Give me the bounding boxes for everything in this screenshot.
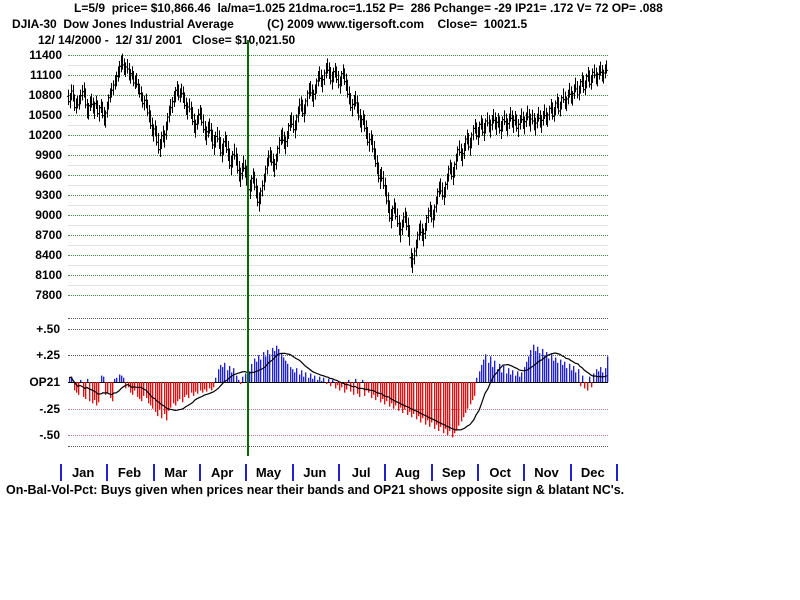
op21-zero-label: OP21: [29, 375, 60, 389]
price-gridline-minor: [68, 145, 608, 146]
price-gridline-minor: [68, 245, 608, 246]
price-gridline: [68, 235, 608, 236]
price-axis-tick-label: 10800: [28, 88, 62, 102]
month-tick: [523, 464, 526, 481]
price-gridline-minor: [68, 265, 608, 266]
month-label-nov: Nov: [534, 465, 559, 480]
op21-axis-tick-label: +.25: [36, 348, 60, 363]
price-gridline-minor: [68, 185, 608, 186]
header-stats-line: L=5/9 price= $10,866.46 la/ma=1.025 21dm…: [74, 1, 663, 15]
op21-gridline: [68, 435, 608, 437]
op21-gridline: [68, 446, 608, 447]
op21-axis-tick-label: -.50: [39, 428, 60, 443]
op21-gridline: [68, 318, 608, 319]
month-axis: Jan Feb Mar Apr May Jun Jul Aug Sep Oct Nov Dec: [0, 464, 800, 484]
op21-gridline: [68, 328, 608, 330]
price-gridline: [68, 255, 608, 256]
month-tick: [569, 464, 572, 481]
price-axis-tick-label: 7800: [35, 288, 62, 302]
price-gridline: [68, 95, 608, 96]
month-label-oct: Oct: [489, 465, 511, 480]
month-label-sep: Sep: [441, 465, 466, 480]
price-axis-tick-label: 9900: [35, 148, 62, 162]
header-symbol-line: DJIA-30 Dow Jones Industrial Average (C)…: [12, 17, 528, 31]
price-gridline: [68, 55, 608, 56]
price-gridline-minor: [68, 165, 608, 166]
month-label-apr: Apr: [210, 465, 234, 480]
price-axis-tick-label: 9600: [35, 168, 62, 182]
month-label-jan: Jan: [71, 465, 95, 480]
price-axis-tick-label: 8700: [35, 228, 62, 242]
month-tick: [477, 464, 479, 481]
header-daterange-line: 12/ 14/2000 - 12/ 31/ 2001 Close= $10,02…: [38, 33, 296, 47]
month-tick: [291, 464, 294, 481]
month-tick: [338, 464, 340, 481]
price-gridline: [68, 115, 608, 116]
price-axis-tick-label: 8400: [35, 248, 62, 262]
month-label-mar: Mar: [164, 465, 188, 480]
price-gridline-minor: [68, 205, 608, 206]
month-tick: [152, 464, 155, 481]
price-gridline: [68, 295, 608, 296]
price-gridline: [68, 175, 608, 176]
price-axis-tick-label: 9300: [35, 188, 62, 202]
op21-axis-tick-label: +.50: [36, 321, 60, 336]
price-gridline-minor: [68, 105, 608, 106]
month-tick: [245, 464, 248, 481]
price-gridline-minor: [68, 65, 608, 66]
op21-gridline: [68, 408, 608, 410]
price-gridline-minor: [68, 225, 608, 226]
month-tick: [60, 464, 62, 481]
month-label-jun: Jun: [303, 465, 327, 480]
month-tick: [616, 464, 618, 481]
price-axis-tick-label: 11400: [29, 48, 62, 62]
month-tick: [384, 464, 387, 481]
price-axis-tick-label: 10200: [28, 128, 62, 142]
price-gridline-minor: [68, 125, 608, 126]
cursor-crosshair-line[interactable]: [247, 40, 249, 456]
price-axis-tick-label: 11100: [29, 68, 62, 82]
price-panel[interactable]: [66, 53, 609, 296]
price-gridline-minor: [68, 285, 608, 286]
month-label-jul: Jul: [351, 465, 371, 480]
price-ohlc-bars: [66, 53, 609, 273]
price-axis-tick-label: 8100: [35, 268, 62, 282]
price-gridline: [68, 155, 608, 156]
op21-histogram: [68, 344, 609, 438]
month-label-aug: Aug: [394, 465, 421, 480]
month-tick: [430, 464, 433, 481]
price-axis-tick-label: 10500: [28, 108, 62, 122]
op21-indicator-panel[interactable]: [68, 318, 609, 447]
price-gridline: [68, 135, 608, 136]
price-gridline: [68, 215, 608, 216]
price-axis-tick-label: 9000: [35, 208, 62, 222]
month-label-feb: Feb: [117, 465, 142, 480]
month-tick: [199, 464, 201, 481]
month-tick: [106, 464, 109, 481]
month-label-dec: Dec: [580, 465, 605, 480]
footer-note: On-Bal-Vol-Pct: Buys given when prices n…: [6, 483, 625, 497]
price-gridline: [68, 195, 608, 196]
month-label-may: May: [255, 465, 282, 480]
op21-gridline: [68, 355, 608, 357]
price-gridline: [68, 275, 608, 276]
op21-axis-tick-label: -.25: [39, 401, 60, 416]
